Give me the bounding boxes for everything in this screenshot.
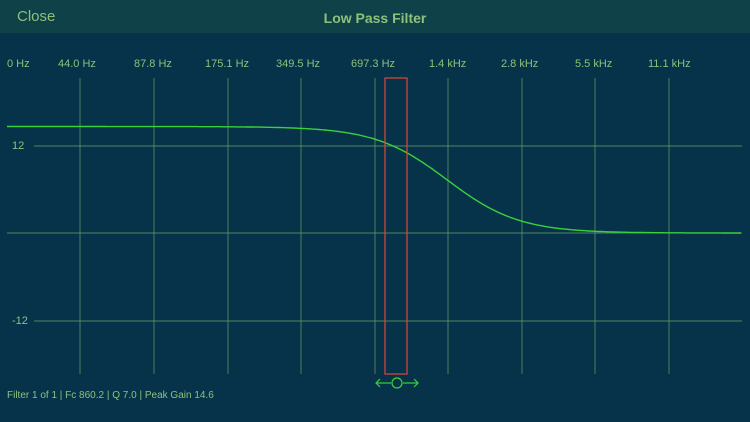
page-title: Low Pass Filter xyxy=(323,10,427,26)
freq-label-2: 87.8 Hz xyxy=(134,58,172,70)
freq-label-4: 349.5 Hz xyxy=(276,58,321,70)
freq-label-8: 5.5 kHz xyxy=(575,58,613,70)
close-button[interactable]: Close xyxy=(17,8,56,25)
freq-label-1: 44.0 Hz xyxy=(58,58,96,70)
freq-label-6: 1.4 kHz xyxy=(429,58,467,70)
gain-label-minus12: -12 xyxy=(12,315,28,327)
vertical-grid xyxy=(79,78,670,374)
response-curve xyxy=(7,125,741,234)
freq-label-7: 2.8 kHz xyxy=(501,58,539,70)
status-bar: Filter 1 of 1 | Fc 860.2 | Q 7.0 | Peak … xyxy=(7,390,214,401)
freq-label-5: 697.3 Hz xyxy=(351,58,396,70)
left-right-arrow-handle-icon[interactable] xyxy=(374,375,420,391)
freq-label-9: 11.1 kHz xyxy=(648,58,691,70)
top-bar: Close Low Pass Filter xyxy=(0,0,750,33)
gain-label-plus12: 12 xyxy=(12,140,25,152)
horizontal-grid xyxy=(7,145,742,322)
cutoff-marker[interactable] xyxy=(384,77,408,375)
freq-label-0: 0 Hz xyxy=(7,58,30,70)
freq-label-3: 175.1 Hz xyxy=(205,58,250,70)
